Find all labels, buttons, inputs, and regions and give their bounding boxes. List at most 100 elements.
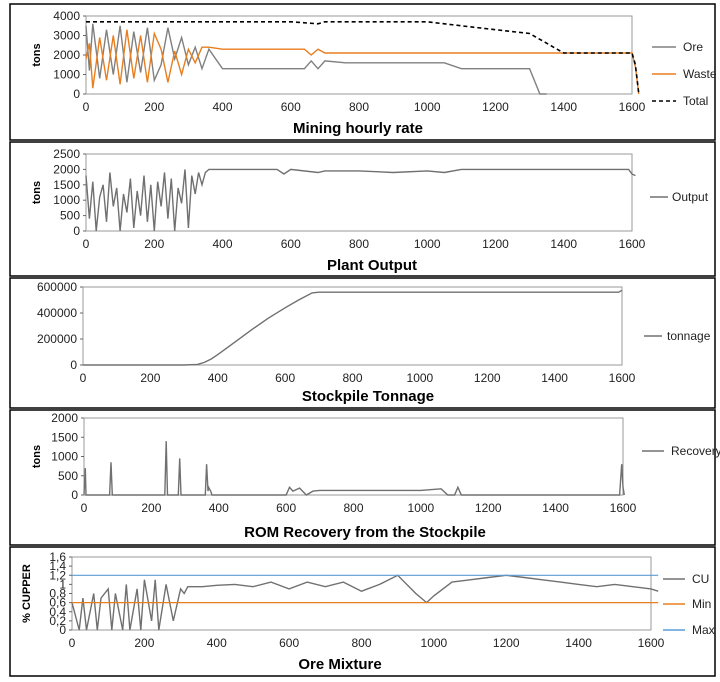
y-tick-label: 1,4 (49, 559, 66, 573)
x-tick-label: 0 (81, 501, 88, 515)
y-tick-label: 2000 (53, 162, 80, 176)
y-tick-label: 0 (73, 224, 80, 238)
y-tick-label: 400000 (37, 306, 77, 320)
y-tick-label: 200000 (37, 332, 77, 346)
x-tick-label: 1600 (610, 501, 637, 515)
x-tick-label: 200 (141, 501, 161, 515)
y-axis-label: tons (31, 43, 43, 66)
x-tick-label: 1600 (619, 100, 646, 114)
y-tick-label: 1,2 (49, 568, 66, 582)
x-tick-label: 1600 (638, 636, 665, 650)
x-tick-label: 400 (212, 100, 232, 114)
y-tick-label: 0,4 (49, 605, 66, 619)
chart-panel-4: 0 500 1000 1500 2000 0 200 400 600 800 1000 1200 140… (9, 409, 720, 546)
y-tick-label: 2000 (51, 411, 78, 425)
x-tick-label: 400 (212, 237, 232, 251)
legend-label-max: Max (692, 623, 715, 637)
x-tick-label: 0 (80, 371, 87, 385)
x-tick-label: 1200 (482, 100, 509, 114)
y-tick-label: 500 (60, 209, 80, 223)
y-tick-label: 500 (58, 469, 78, 483)
y-axis-label: % CUPPER (21, 564, 33, 623)
y-tick-label: 0,6 (49, 596, 66, 610)
chart-panel-1: 0 1000 2000 3000 4000 0 200 400 600 800 1000 1200 14… (9, 3, 717, 141)
x-tick-label: 1000 (414, 237, 441, 251)
plot-area (85, 153, 633, 232)
x-tick-label: 1000 (414, 100, 441, 114)
x-tick-label: 400 (209, 501, 229, 515)
series-line-total (86, 21, 640, 95)
x-tick-label: 1200 (482, 237, 509, 251)
chart-title: ROM Recovery from the Stockpile (244, 524, 486, 541)
legend-label-total: Total (683, 94, 708, 108)
legend-label-recovery: Recovery (671, 444, 720, 458)
x-tick-label: 1200 (475, 501, 502, 515)
x-tick-label: 800 (349, 237, 369, 251)
y-tick-label: 1500 (51, 430, 78, 444)
panel-frame (9, 546, 716, 677)
chart-title: Ore Mixture (298, 656, 381, 673)
series-line-cu (71, 574, 659, 631)
legend-label-waste: Waste (683, 67, 717, 81)
x-tick-label: 1000 (421, 636, 448, 650)
x-tick-label: 600 (281, 237, 301, 251)
y-tick-label: 3000 (53, 29, 80, 43)
y-tick-label: 1000 (53, 193, 80, 207)
x-tick-label: 1400 (542, 501, 569, 515)
x-tick-label: 400 (208, 371, 228, 385)
x-tick-label: 200 (144, 100, 164, 114)
y-tick-label: 0,8 (49, 587, 66, 601)
panel-frame (9, 409, 716, 546)
x-tick-label: 1600 (609, 371, 636, 385)
y-tick-label: 0 (73, 87, 80, 101)
series-line-output (85, 168, 636, 232)
panel-frame (9, 141, 716, 277)
x-tick-label: 1400 (550, 100, 577, 114)
y-tick-label: 1000 (53, 68, 80, 82)
legend-label-output: Output (672, 190, 709, 204)
x-tick-label: 600 (281, 100, 301, 114)
series-line-waste (85, 29, 640, 95)
y-tick-label: 600000 (37, 280, 77, 294)
x-tick-label: 1200 (493, 636, 520, 650)
y-tick-label: 1,6 (49, 550, 66, 564)
y-tick-label: 1500 (53, 178, 80, 192)
y-tick-label: 2500 (53, 147, 80, 161)
x-tick-label: 0 (69, 636, 76, 650)
x-tick-label: 0 (83, 100, 90, 114)
series-line-ore (85, 23, 547, 95)
chart-title: Plant Output (327, 257, 417, 274)
x-tick-label: 600 (276, 501, 296, 515)
x-tick-label: 1000 (407, 371, 434, 385)
x-tick-label: 200 (134, 636, 154, 650)
series-line-recovery (83, 441, 625, 496)
panel-frame (9, 277, 716, 409)
legend-label-ore: Ore (683, 40, 703, 54)
x-tick-label: 600 (279, 636, 299, 650)
x-tick-label: 1000 (408, 501, 435, 515)
x-tick-label: 800 (351, 636, 371, 650)
y-tick-label: 0,2 (49, 614, 66, 628)
y-tick-label: 0 (71, 488, 78, 502)
chart-title: Stockpile Tonnage (302, 388, 434, 405)
legend-label-cu: CU (692, 572, 709, 586)
x-tick-label: 0 (83, 237, 90, 251)
legend-label-min: Min (692, 597, 711, 611)
x-tick-label: 400 (207, 636, 227, 650)
x-tick-label: 200 (140, 371, 160, 385)
chart-title: Mining hourly rate (293, 120, 423, 137)
x-tick-label: 1400 (541, 371, 568, 385)
y-tick-label: 1000 (51, 450, 78, 464)
x-tick-label: 1400 (550, 237, 577, 251)
x-tick-label: 1200 (474, 371, 501, 385)
y-tick-label: 0 (70, 358, 77, 372)
chart-panel-3: 0 200000 400000 600000 0 200 400 600 800 1000 1200… (9, 277, 716, 409)
chart-panel-5: 00,20,40,60,811,21,41,6 0 200 400 600 800 1000… (9, 546, 716, 677)
y-tick-label: 0 (59, 623, 66, 637)
y-tick-label: 4000 (53, 9, 80, 23)
series-line-tonnage (83, 289, 623, 366)
plot-area (71, 556, 652, 631)
y-tick-label: 1 (59, 577, 66, 591)
